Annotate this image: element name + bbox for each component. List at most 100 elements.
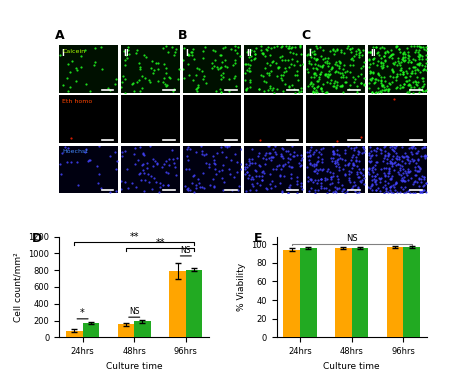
Point [154,78,161,84]
Point [247,47,255,53]
Point [422,67,430,73]
Point [164,49,172,55]
Point [382,143,389,149]
Point [184,51,192,57]
Point [411,64,419,70]
Point [241,164,249,170]
Point [411,70,419,76]
Point [112,166,120,172]
Point [401,54,409,60]
Point [357,80,365,86]
Point [398,56,405,63]
Point [202,151,210,157]
Point [95,180,102,186]
Point [331,158,338,164]
Point [417,179,425,185]
Point [314,78,322,84]
Point [259,155,267,161]
Point [382,186,390,192]
Bar [403,247,420,337]
Point [267,69,275,75]
Point [297,85,305,91]
Point [334,138,341,144]
Point [281,161,289,167]
Point [310,89,317,96]
Point [419,183,427,190]
Point [328,77,335,83]
Point [407,175,414,181]
Point [199,76,207,82]
Point [318,150,325,157]
Point [419,56,426,62]
Point [219,70,227,76]
Point [313,45,321,51]
Point [348,169,356,175]
Point [395,45,403,52]
Point [149,70,156,76]
Point [309,179,317,185]
Point [335,63,343,69]
Point [392,155,400,161]
Point [156,184,164,190]
Point [403,89,410,95]
Point [175,66,183,72]
Point [317,63,324,69]
Point [346,69,354,75]
Point [379,44,386,50]
Point [137,64,144,70]
Point [58,150,65,156]
Point [416,166,423,172]
Point [409,70,416,76]
Point [417,177,425,183]
Point [171,86,178,92]
Point [329,147,337,153]
Point [199,48,206,54]
Point [356,188,363,194]
Point [304,178,312,184]
Point [413,66,420,72]
Point [307,144,315,150]
Point [335,58,342,64]
Point [380,74,387,80]
Point [371,166,379,172]
Point [57,171,65,177]
Point [319,62,327,68]
Point [297,180,304,186]
Point [310,48,318,54]
Point [68,58,75,64]
Point [159,79,167,85]
Point [407,158,414,164]
Point [247,176,255,182]
Point [293,174,301,180]
Point [342,78,350,85]
Point [321,90,329,96]
Point [416,52,424,58]
Point [407,82,414,88]
Point [393,156,401,162]
Point [380,84,387,90]
Point [251,55,258,61]
Point [388,55,396,61]
Point [246,85,254,91]
Point [334,79,341,85]
Point [373,160,380,166]
Point [355,149,363,155]
Point [357,65,365,71]
Point [352,157,360,163]
Bar [335,248,352,337]
Point [353,190,360,196]
Point [414,157,422,163]
Text: Calcein: Calcein [62,49,85,54]
Point [313,180,321,186]
Point [317,86,324,92]
Point [323,168,330,174]
Point [403,70,410,76]
Point [318,183,325,190]
Point [309,89,317,95]
Point [390,67,397,74]
Point [226,88,233,94]
Point [155,60,162,66]
Point [241,166,249,172]
Point [416,52,423,58]
Point [365,152,373,158]
